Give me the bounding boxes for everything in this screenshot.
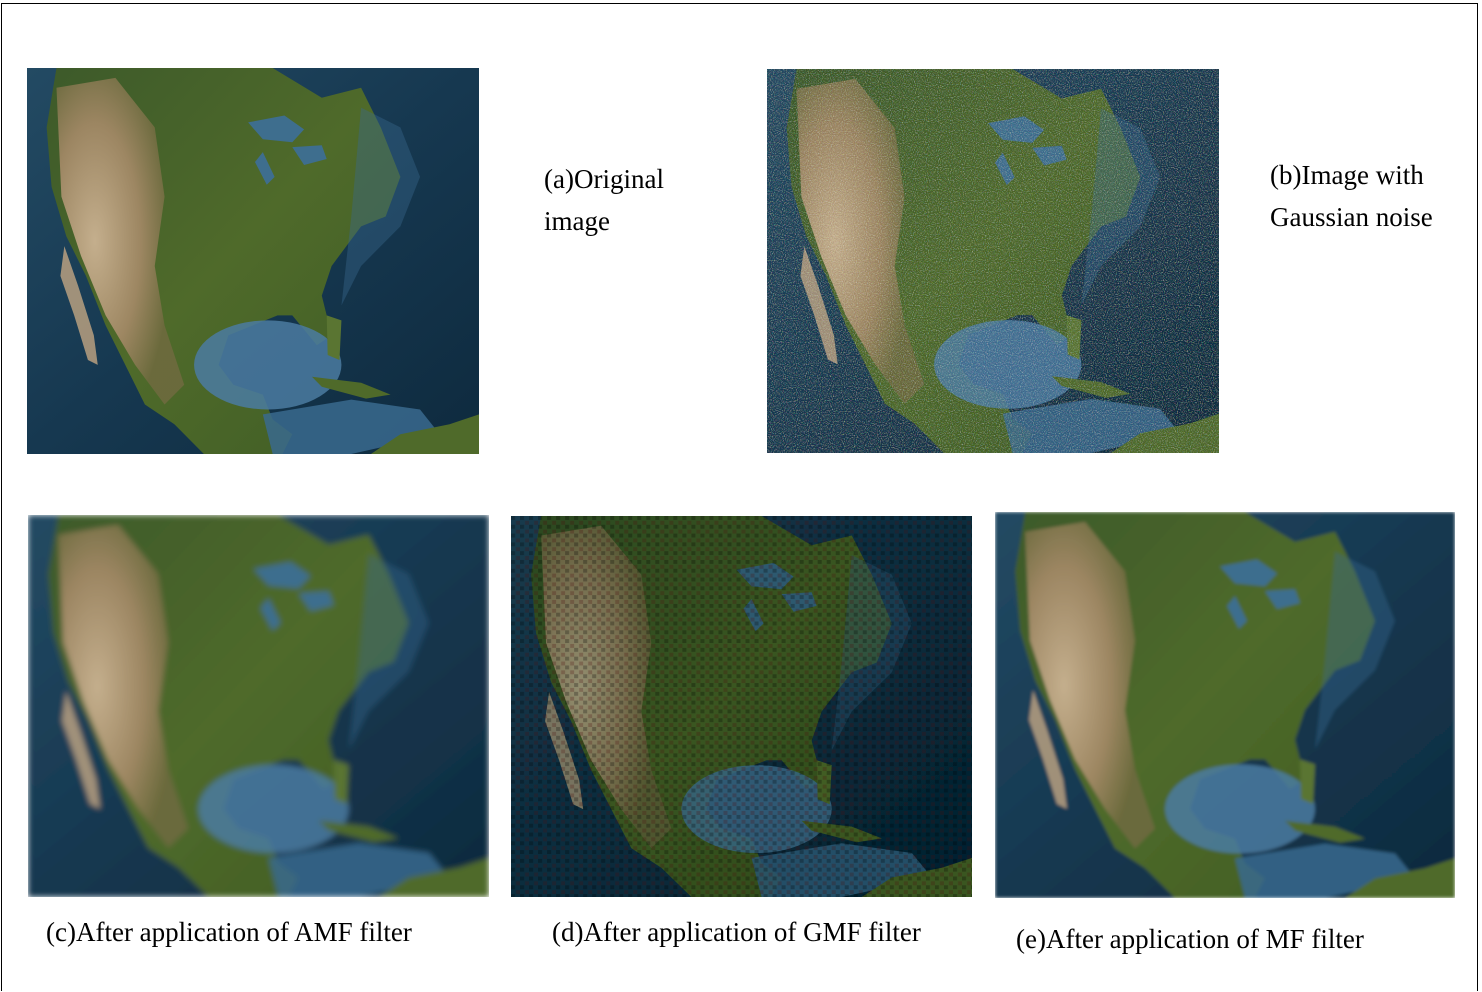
- panel-mf-filter: [995, 512, 1455, 898]
- caption-e: (e)After application of MF filter: [1016, 924, 1364, 954]
- panel-gaussian-noise: [767, 69, 1219, 453]
- map-amf: [28, 515, 489, 897]
- caption-d: (d)After application of GMF filter: [552, 917, 921, 947]
- caption-a: (a)Original image: [544, 158, 664, 242]
- map-mf: [995, 512, 1455, 898]
- panel-gmf-filter: [511, 516, 972, 897]
- figure-frame: [1, 3, 1478, 991]
- map-gmf: [511, 516, 972, 897]
- caption-b-line2: Gaussian noise: [1270, 202, 1433, 232]
- panel-amf-filter: [28, 515, 489, 897]
- map-original: [27, 68, 479, 454]
- caption-b: (b)Image with Gaussian noise: [1270, 154, 1433, 238]
- map-noisy: [767, 69, 1219, 453]
- caption-a-line2: image: [544, 206, 610, 236]
- panel-original-image: [27, 68, 479, 454]
- caption-b-line1: (b)Image with: [1270, 160, 1424, 190]
- caption-c: (c)After application of AMF filter: [46, 917, 412, 947]
- caption-a-line1: (a)Original: [544, 164, 664, 194]
